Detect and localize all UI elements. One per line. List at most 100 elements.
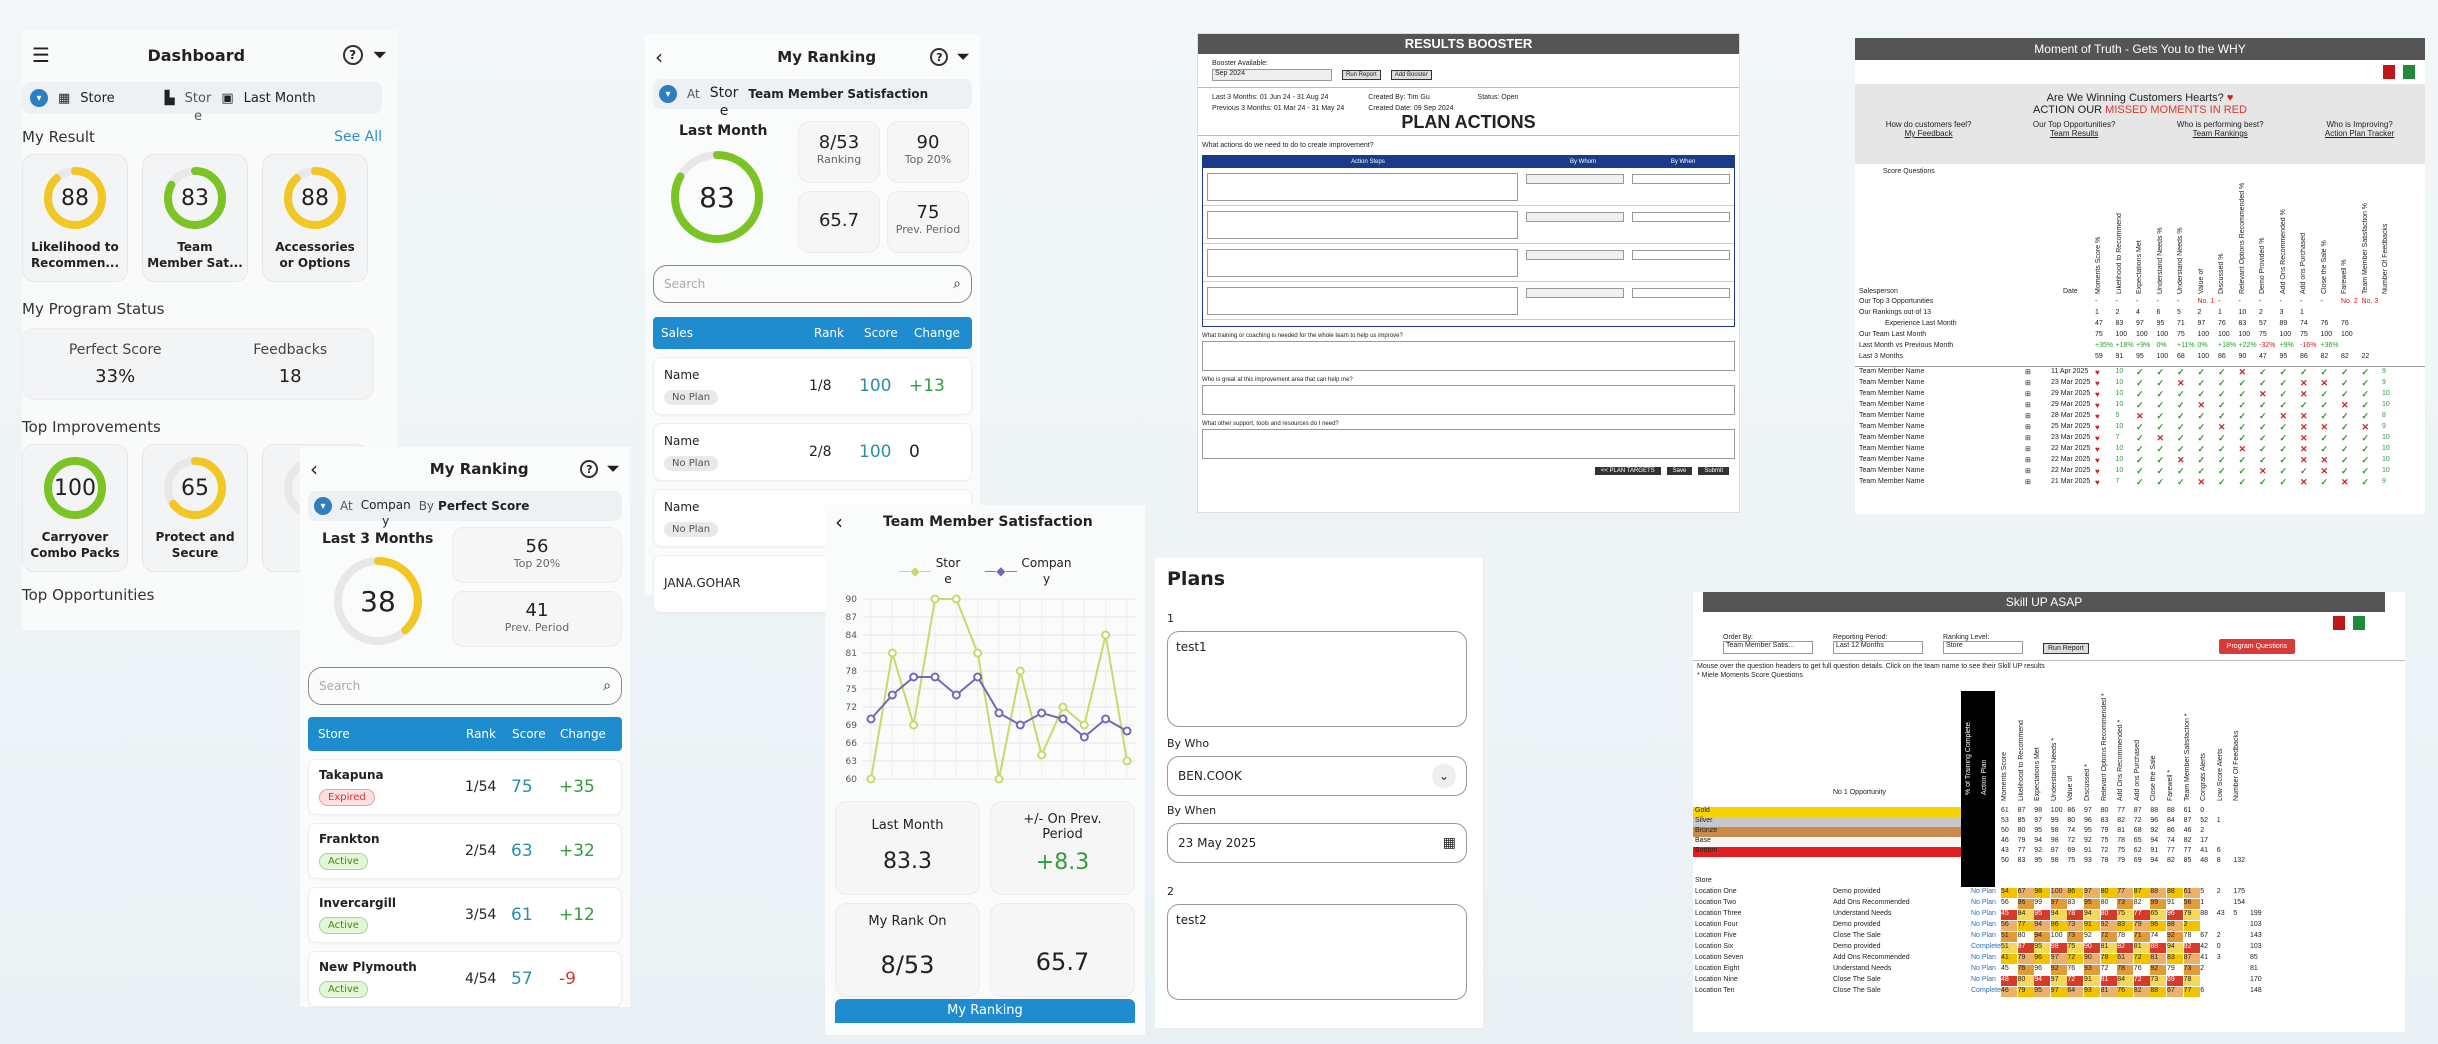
col-change[interactable]: Change <box>914 326 960 340</box>
table-row[interactable]: Frankton Active 2/54 63 +32 <box>308 823 622 879</box>
col-score[interactable]: Score <box>512 727 546 741</box>
row-name[interactable]: New Plymouth <box>319 960 417 974</box>
plan-status[interactable]: No Plan <box>1971 888 1996 895</box>
back-icon[interactable]: ‹ <box>655 45 663 69</box>
data-point[interactable] <box>1122 726 1132 736</box>
period-label[interactable]: Last Month <box>243 90 316 106</box>
filter-icon[interactable]: ⏷ <box>372 44 387 66</box>
location-link[interactable]: Location Six <box>1695 943 1734 950</box>
column-header[interactable]: Expectations Met <box>2136 240 2143 294</box>
feedback-icon[interactable]: ⊞ <box>2025 435 2031 442</box>
column-header[interactable]: Number Of Feedbacks <box>2382 223 2389 294</box>
column-header[interactable]: Value of <box>2067 775 2075 801</box>
excel-icon[interactable] <box>2353 616 2365 630</box>
data-point[interactable] <box>994 708 1004 718</box>
data-point[interactable] <box>909 672 919 682</box>
filter-icon[interactable]: ⏷ <box>606 459 620 479</box>
by-whom-select[interactable] <box>1526 174 1625 184</box>
location-link[interactable]: Location Ten <box>1695 987 1735 994</box>
answer-2[interactable] <box>1202 341 1735 371</box>
by-when-input[interactable] <box>1632 250 1730 260</box>
score-tile[interactable]: 88 Accessories or Options <box>262 154 368 282</box>
level-select[interactable]: Store <box>1943 641 2023 654</box>
row-name[interactable]: Frankton <box>319 832 380 846</box>
data-point[interactable] <box>1079 732 1089 742</box>
data-point[interactable] <box>1058 714 1068 724</box>
by-whom-select[interactable] <box>1526 288 1625 298</box>
run-report-button[interactable]: Run Report <box>1342 70 1381 80</box>
by-value[interactable]: Perfect Score <box>438 499 530 513</box>
data-point[interactable] <box>1015 666 1025 676</box>
by-whom-select[interactable] <box>1526 212 1625 222</box>
feedback-icon[interactable]: ⊞ <box>2025 446 2031 453</box>
training-complete-header[interactable]: % of Training Complete <box>1965 722 1972 795</box>
data-point[interactable] <box>1037 708 1047 718</box>
table-row[interactable]: Takapuna Expired 1/54 75 +35 <box>308 759 622 815</box>
plan-status[interactable]: No Plan <box>1971 965 1996 972</box>
action-step-input[interactable] <box>1207 286 1519 315</box>
plan-status[interactable]: No Plan <box>1971 910 1996 917</box>
feedback-icon[interactable]: ⊞ <box>2025 468 2031 475</box>
score-tile[interactable]: 100 Carryover Combo Packs <box>22 444 128 572</box>
booster-select[interactable]: Sep 2024 <box>1212 69 1332 81</box>
column-header[interactable]: Understand Needs % <box>2177 227 2184 294</box>
report-link[interactable]: Team Rankings <box>2192 129 2248 138</box>
data-point[interactable] <box>1122 756 1132 766</box>
at-value[interactable]: Compan y <box>360 498 411 528</box>
feedback-icon[interactable]: ⊞ <box>2025 479 2031 486</box>
feedback-icon[interactable]: ⊞ <box>2025 380 2031 387</box>
column-header[interactable]: Understand Needs % <box>2156 227 2164 294</box>
data-point[interactable] <box>994 774 1004 784</box>
data-point[interactable] <box>866 774 876 784</box>
feedback-icon[interactable]: ⊞ <box>2025 391 2031 398</box>
column-header[interactable]: Close the Sale <box>2150 755 2158 801</box>
submit-button[interactable]: Submit <box>1698 467 1729 475</box>
data-point[interactable] <box>887 648 897 658</box>
program-questions-button[interactable]: Program Questions <box>2218 639 2296 654</box>
plan-status[interactable]: Complete <box>1971 987 2001 994</box>
plan-status[interactable]: No Plan <box>1971 976 1996 983</box>
column-header[interactable]: Add Ons Recommended % <box>2279 209 2287 294</box>
location-link[interactable]: Location Four <box>1695 921 1738 928</box>
column-header[interactable]: Discussed % <box>2218 253 2225 294</box>
feedback-icon[interactable]: ⊞ <box>2025 457 2031 464</box>
action-step-input[interactable] <box>1207 248 1519 277</box>
who-select[interactable]: BEN.COOK ⌄ <box>1167 756 1467 796</box>
score-tile[interactable]: 83 Team Member Sat... <box>142 154 248 282</box>
calendar-icon[interactable]: ▦ <box>1442 835 1456 851</box>
pdf-icon[interactable] <box>2383 65 2395 79</box>
team-member-name[interactable]: Team Member Name <box>1859 434 1925 441</box>
row-name[interactable]: Takapuna <box>319 768 384 782</box>
data-point[interactable] <box>1101 630 1111 640</box>
location-link[interactable]: Location Five <box>1695 932 1737 939</box>
team-member-name[interactable]: Team Member Name <box>1859 456 1925 463</box>
filter-bar[interactable]: ▾ ▦ Store ▙ Stor e ▣ Last Month <box>22 82 382 124</box>
feedback-icon[interactable]: ⊞ <box>2025 424 2031 431</box>
column-header[interactable]: Likelihood to Recommend <box>2017 720 2025 801</box>
location-link[interactable]: Location Seven <box>1695 954 1744 961</box>
at-value[interactable]: Stor e <box>709 85 739 119</box>
report-link[interactable]: Team Results <box>2049 129 2099 138</box>
column-header[interactable]: Farewell * <box>2167 769 2174 801</box>
team-member-name[interactable]: Team Member Name <box>1859 478 1925 485</box>
help-icon[interactable]: ? <box>930 48 949 66</box>
location-link[interactable]: Location Two <box>1695 899 1737 906</box>
when-input[interactable]: 23 May 2025 ▦ <box>1167 823 1467 863</box>
pdf-icon[interactable] <box>2333 616 2345 630</box>
location-link[interactable]: Location Nine <box>1695 976 1738 983</box>
column-header[interactable]: Close the Sale % <box>2320 240 2328 294</box>
team-member-name[interactable]: Team Member Name <box>1859 412 1925 419</box>
back-icon[interactable]: ‹ <box>835 510 843 534</box>
action-step-input[interactable] <box>1207 210 1519 239</box>
run-report-button[interactable]: Run Report <box>2043 643 2089 654</box>
column-header[interactable]: Farewell % <box>2341 259 2348 294</box>
answer-4[interactable] <box>1202 429 1735 459</box>
col-score[interactable]: Score <box>864 326 898 340</box>
menu-icon[interactable]: ☰ <box>32 43 50 67</box>
feedback-icon[interactable]: ⊞ <box>2025 369 2031 376</box>
by-value[interactable]: Team Member Satisfaction <box>748 87 929 101</box>
col-rank[interactable]: Rank <box>814 326 844 340</box>
data-point[interactable] <box>930 672 940 682</box>
data-point[interactable] <box>1101 714 1111 724</box>
column-header[interactable]: Demo Provided % <box>2259 237 2266 294</box>
